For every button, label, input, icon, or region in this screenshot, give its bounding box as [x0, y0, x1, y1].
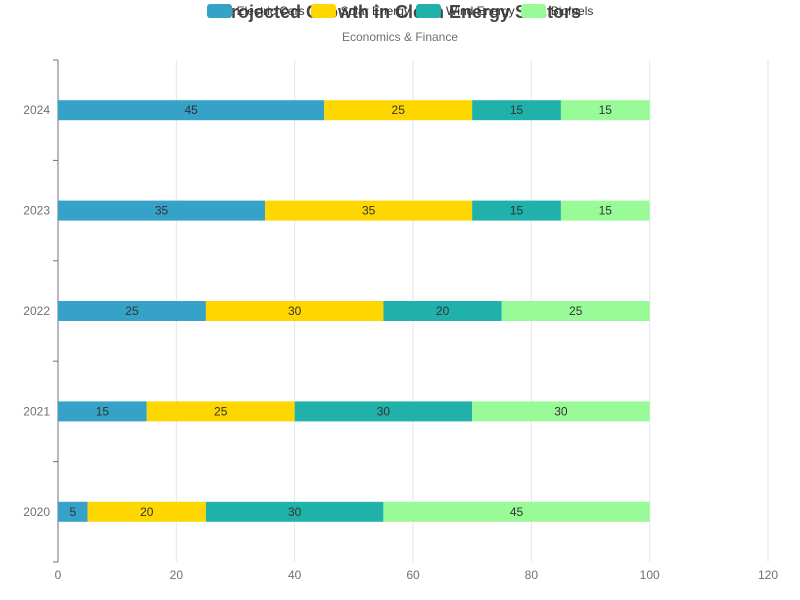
legend-item[interactable]: Solar Energy [310, 4, 410, 18]
bar-segment [58, 401, 147, 422]
chart-subtitle: Economics & Finance [341, 30, 459, 44]
y-tick-label: 2023 [23, 204, 50, 218]
bar-segment [146, 401, 295, 422]
bar-segment [58, 100, 325, 121]
data-label: 30 [288, 304, 302, 318]
data-label: 15 [599, 204, 613, 218]
bar-segment [294, 401, 473, 422]
y-tick-label: 2024 [23, 103, 50, 117]
data-label: 35 [362, 204, 376, 218]
data-label: 30 [288, 505, 302, 519]
legend-item[interactable]: Wind Energy [415, 4, 515, 18]
x-tick-label: 80 [525, 568, 539, 582]
x-tick-label: 20 [170, 568, 184, 582]
y-tick-label: 2021 [23, 404, 50, 418]
x-tick-label: 60 [406, 568, 420, 582]
data-label: 20 [436, 304, 450, 318]
legend-item[interactable]: Electric Cars [206, 4, 305, 18]
data-label: 5 [69, 505, 76, 519]
legend-label: Wind Energy [445, 4, 515, 18]
legend-swatch [520, 4, 546, 18]
bar-segment [58, 501, 88, 522]
legend[interactable]: Electric Cars Solar Energy Wind Energy Biof… [0, 4, 800, 18]
bar-segment [205, 301, 384, 321]
bar-segment [560, 100, 650, 121]
bar-segment [383, 501, 650, 522]
data-label: 25 [569, 304, 583, 318]
legend-swatch [206, 4, 232, 18]
data-label: 45 [184, 103, 198, 117]
data-label: 25 [392, 103, 406, 117]
bar-segment [58, 301, 206, 321]
legend-label: Solar Energy [340, 4, 410, 18]
bar-segment [560, 200, 650, 221]
y-tick-label: 2020 [23, 505, 50, 519]
data-label: 15 [96, 404, 110, 418]
legend-label: Electric Cars [236, 4, 305, 18]
bar-segment [324, 100, 473, 121]
bar-segment [501, 301, 650, 321]
data-label: 45 [510, 505, 524, 519]
x-tick-label: 120 [758, 568, 778, 582]
x-tick-label: 100 [640, 568, 660, 582]
bar-segment [87, 501, 206, 522]
legend-label: Biofuels [550, 4, 594, 18]
data-label: 35 [155, 204, 169, 218]
data-label: 15 [510, 204, 524, 218]
bar-segment [472, 200, 561, 221]
bar-segment [383, 301, 502, 321]
bar-segment [472, 100, 561, 121]
legend-item[interactable]: Biofuels [520, 4, 594, 18]
bar-segment [58, 200, 266, 221]
x-tick-label: 0 [55, 568, 62, 582]
bar-segment [265, 200, 473, 221]
bar-segment [205, 501, 384, 522]
bar-segment [472, 401, 650, 422]
data-label: 30 [377, 404, 391, 418]
data-label: 15 [510, 103, 524, 117]
data-label: 30 [554, 404, 568, 418]
legend-swatch [415, 4, 441, 18]
legend-swatch [310, 4, 336, 18]
x-tick-label: 40 [288, 568, 302, 582]
data-label: 25 [125, 304, 139, 318]
data-label: 25 [214, 404, 228, 418]
data-label: 20 [140, 505, 154, 519]
y-tick-label: 2022 [23, 304, 50, 318]
chart-title: Projected Growth in Clean Energy Sectors [218, 2, 582, 22]
data-label: 15 [599, 103, 613, 117]
